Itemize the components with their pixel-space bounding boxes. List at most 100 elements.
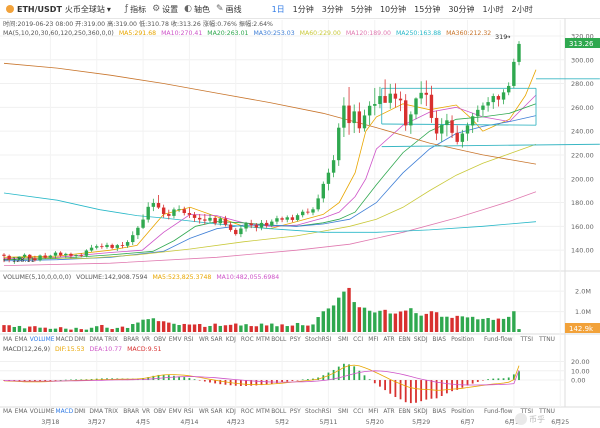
macd-bar: [471, 380, 474, 384]
indicator-tab-macd[interactable]: MACD: [56, 409, 74, 415]
indicator-tab-roc[interactable]: ROC: [241, 409, 254, 415]
indicator-tab-sar[interactable]: SAR: [211, 409, 223, 415]
legend-entry: MA(5,10,20,30,60,120,250,360,0,0): [3, 30, 114, 37]
indicator-tab-ma[interactable]: MA: [3, 409, 12, 415]
indicator-tab-volume[interactable]: VOLUME: [30, 409, 55, 415]
indicator-tab-skdj[interactable]: SKDJ: [414, 409, 428, 415]
indicator-tab-cci[interactable]: CCI: [353, 337, 363, 343]
indicator-tab-obv[interactable]: OBV: [154, 337, 167, 343]
indicator-tab-rsi[interactable]: RSI: [184, 409, 194, 415]
indicator-tab-atr[interactable]: ATR: [383, 337, 394, 343]
candle-body: [120, 245, 125, 246]
macd-bar: [188, 378, 191, 381]
indicator-tab-kdj[interactable]: KDJ: [226, 337, 236, 343]
interval-10m[interactable]: 10分钟: [379, 4, 407, 14]
candle-body: [136, 227, 140, 236]
interval-1m[interactable]: 1分钟: [292, 4, 314, 14]
indicator-tab-macd[interactable]: MACD: [56, 337, 74, 343]
indicator-tab-psy[interactable]: PSY: [290, 409, 301, 415]
volume-bar: [290, 325, 295, 332]
candle-body: [234, 229, 238, 235]
indicator-tab-kdj[interactable]: KDJ: [226, 409, 236, 415]
indicator-tab-mtm[interactable]: MTM: [256, 409, 270, 415]
interval-3m[interactable]: 3分钟: [321, 4, 343, 14]
indicator-tab-emv[interactable]: EMV: [169, 409, 182, 415]
indicator-tab-skdj[interactable]: SKDJ: [414, 337, 428, 343]
indicator-tab-fund-flow[interactable]: Fund-flow: [484, 409, 513, 415]
indicator-tab-dmi[interactable]: DMI: [74, 337, 86, 343]
indicator-tab-cci[interactable]: CCI: [353, 409, 363, 415]
indicator-tab-psy[interactable]: PSY: [290, 337, 301, 343]
interval-2h[interactable]: 2小时: [511, 4, 533, 14]
indicator-tab-roc[interactable]: ROC: [241, 337, 254, 343]
interval-30m[interactable]: 30分钟: [448, 4, 475, 14]
indicator-menu[interactable]: ƒ 指标: [125, 4, 146, 15]
indicator-tab-brar[interactable]: BRAR: [123, 337, 139, 343]
interval-15m[interactable]: 15分钟: [414, 4, 441, 14]
indicator-tab-vr[interactable]: VR: [142, 409, 150, 415]
indicator-tab-rsi[interactable]: RSI: [184, 337, 194, 343]
indicator-tab-mfi[interactable]: MFI: [368, 337, 378, 343]
indicator-tab-volume[interactable]: VOLUME: [30, 337, 55, 343]
candle-body: [177, 209, 181, 211]
macd-bar: [260, 380, 263, 386]
candle-body: [53, 252, 58, 256]
indicator-tab-ttsi[interactable]: TTSI: [519, 409, 533, 415]
indicator-tab-ema[interactable]: EMA: [15, 409, 28, 415]
macd-bar: [446, 380, 448, 394]
candle-body: [470, 116, 475, 126]
trendline: [381, 143, 600, 148]
indicator-tab-sar[interactable]: SAR: [211, 337, 223, 343]
indicator-tab-bias[interactable]: BIAS: [432, 337, 446, 343]
indicator-tab-smi[interactable]: SMI: [338, 409, 349, 415]
indicator-tab-dma[interactable]: DMA: [89, 409, 103, 415]
indicator-tab-ttsi[interactable]: TTSI: [519, 337, 533, 343]
indicator-tab-trix[interactable]: TRIX: [104, 337, 118, 343]
indicator-tab-smi[interactable]: SMI: [338, 337, 349, 343]
indicator-tab-position[interactable]: Position: [451, 409, 474, 415]
indicator-tab-dmi[interactable]: DMI: [74, 409, 86, 415]
indicator-tab-dma[interactable]: DMA: [89, 337, 103, 343]
interval-1d[interactable]: 1日: [271, 4, 285, 14]
macd-bar: [451, 380, 453, 392]
indicator-tab-mtm[interactable]: MTM: [256, 337, 270, 343]
macd-bar: [173, 375, 175, 381]
indicator-tab-stochrsi[interactable]: StochRSI: [305, 337, 331, 343]
indicator-tab-boll[interactable]: BOLL: [271, 337, 287, 343]
indicator-tab-vr[interactable]: VR: [142, 337, 150, 343]
candle-body: [270, 221, 274, 226]
interval-1h[interactable]: 1小时: [482, 4, 504, 14]
indicator-tab-ma[interactable]: MA: [3, 337, 12, 343]
legend-entry: MA5:291.68: [119, 30, 156, 37]
draw-line-menu[interactable]: ✎ 画线: [216, 4, 242, 15]
indicator-tab-brar[interactable]: BRAR: [123, 409, 139, 415]
indicator-tab-emv[interactable]: EMV: [169, 337, 182, 343]
indicator-tab-atr[interactable]: ATR: [383, 409, 394, 415]
indicator-tab-mfi[interactable]: MFI: [368, 409, 378, 415]
macd-bar: [193, 379, 196, 381]
volume-bar: [373, 312, 377, 332]
indicator-tab-ema[interactable]: EMA: [15, 337, 28, 343]
settings-menu[interactable]: ⚙ 设置: [152, 4, 178, 15]
pair-selector[interactable]: ETH/USDT 火币全球站 ▾: [6, 4, 111, 15]
volume-bar: [347, 287, 351, 332]
legend-entry: VOLUME:142,908.7594: [76, 274, 147, 281]
ma-line-ma5: [3, 69, 537, 258]
indicator-tab-trix[interactable]: TRIX: [104, 409, 118, 415]
interval-5m[interactable]: 5分钟: [350, 4, 372, 14]
indicator-tab-ttnu[interactable]: TTNU: [538, 337, 555, 343]
indicator-tab-wr[interactable]: WR: [199, 409, 209, 415]
indicator-tab-position[interactable]: Position: [451, 337, 474, 343]
macd-bar: [59, 380, 62, 381]
indicator-tab-ebn[interactable]: EBN: [399, 337, 411, 343]
indicator-tab-bias[interactable]: BIAS: [432, 409, 446, 415]
indicator-tab-fund-flow[interactable]: Fund-flow: [484, 337, 513, 343]
indicator-tab-obv[interactable]: OBV: [154, 409, 167, 415]
indicator-tab-boll[interactable]: BOLL: [271, 409, 287, 415]
indicator-tab-stochrsi[interactable]: StochRSI: [305, 409, 331, 415]
indicator-tab-ttnu[interactable]: TTNU: [538, 409, 555, 415]
indicator-tab-ebn[interactable]: EBN: [399, 409, 411, 415]
axis-color-menu[interactable]: ◐ 轴色: [184, 4, 210, 15]
indicator-tab-wr[interactable]: WR: [199, 337, 209, 343]
